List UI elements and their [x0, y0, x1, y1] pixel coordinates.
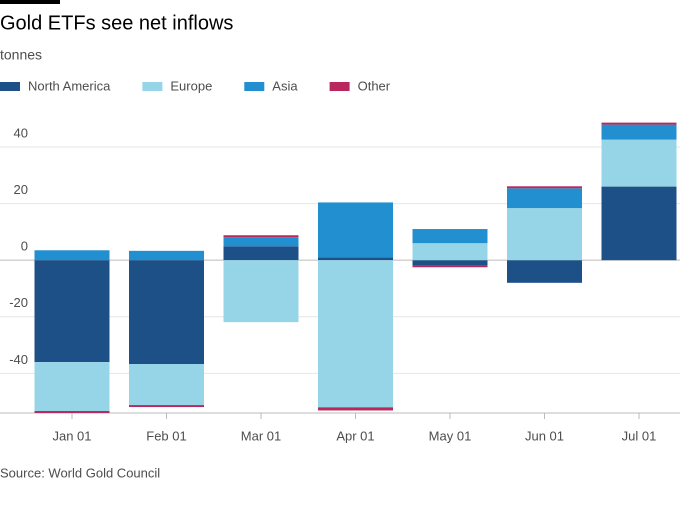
bar-segment: [129, 364, 204, 406]
x-tick-label: Jul 01: [622, 428, 657, 443]
bar-segment: [601, 122, 677, 125]
y-tick-label: 0: [21, 239, 28, 254]
bar-segment: [601, 139, 677, 187]
bar-segment: [507, 186, 582, 189]
bar-segment: [223, 235, 299, 238]
chart-subtitle: tonnes: [0, 47, 42, 63]
x-tick-label: May 01: [429, 428, 472, 443]
bar-segment: [129, 405, 204, 408]
legend-label: Asia: [272, 78, 298, 93]
bar-segment: [601, 186, 677, 261]
bar-segment: [34, 260, 110, 363]
bar-segment: [412, 260, 488, 266]
legend-label: Other: [358, 78, 391, 93]
chart-title: Gold ETFs see net inflows: [0, 12, 233, 34]
x-tick-label: Mar 01: [241, 428, 281, 443]
x-tick-label: Apr 01: [336, 428, 374, 443]
legend-swatch: [329, 82, 350, 91]
legend-swatch: [244, 82, 265, 91]
brand-bar: [0, 0, 60, 4]
bar-segment: [601, 124, 677, 140]
bar-segment: [318, 257, 393, 261]
y-tick-label: -20: [9, 295, 28, 310]
y-tick-label: -40: [9, 352, 28, 367]
bar-segment: [34, 250, 110, 261]
legend-label: North America: [28, 78, 111, 93]
legend-swatch: [142, 82, 163, 91]
source: Source: World Gold Council: [0, 465, 160, 480]
bar-segment: [412, 243, 488, 261]
bar-segment: [129, 250, 204, 261]
bar-segment: [507, 188, 582, 209]
y-tick-label: 40: [14, 125, 28, 140]
y-tick-label: 20: [14, 182, 28, 197]
bar-segment: [34, 411, 110, 413]
x-tick-label: Feb 01: [146, 428, 186, 443]
x-tick-label: Jan 01: [52, 428, 91, 443]
bar-segment: [412, 229, 488, 244]
bar-segment: [507, 260, 582, 283]
bar-segment: [507, 208, 582, 261]
legend-swatch: [0, 82, 20, 91]
bar-segment: [318, 260, 393, 408]
bar-segment: [223, 260, 299, 323]
legend-label: Europe: [170, 78, 212, 93]
bar-segment: [412, 265, 488, 268]
bar-segment: [223, 237, 299, 247]
bar-segment: [129, 260, 204, 365]
x-tick-label: Jun 01: [525, 428, 564, 443]
bar-segment: [34, 362, 110, 412]
bar-segment: [223, 246, 299, 261]
bar-segment: [318, 202, 393, 258]
bar-segment: [318, 407, 393, 411]
